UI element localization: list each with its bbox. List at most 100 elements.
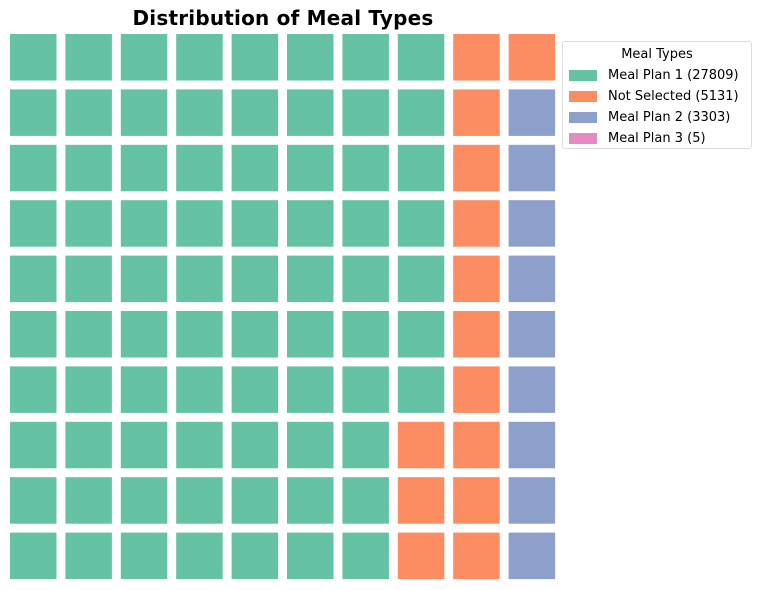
waffle-square-meal-plan-1 xyxy=(120,366,168,413)
waffle-square-meal-plan-1 xyxy=(10,532,57,580)
waffle-square-meal-plan-1 xyxy=(176,34,223,81)
waffle-square-not-selected xyxy=(397,477,445,524)
waffle-square-meal-plan-1 xyxy=(10,311,57,358)
waffle-square-meal-plan-1 xyxy=(287,34,334,81)
waffle-square-meal-plan-1 xyxy=(342,532,389,580)
waffle-square-meal-plan-1 xyxy=(120,34,168,81)
legend-label: Meal Plan 1 (27809) xyxy=(608,67,739,83)
waffle-square-meal-plan-1 xyxy=(10,477,57,524)
waffle-square-meal-plan-1 xyxy=(65,34,112,81)
waffle-square-meal-plan-1 xyxy=(65,89,112,136)
waffle-square-not-selected xyxy=(453,34,500,81)
waffle-square-meal-plan-1 xyxy=(231,255,279,303)
waffle-square-meal-plan-1 xyxy=(231,200,279,247)
waffle-square-meal-plan-1 xyxy=(287,144,334,192)
waffle-square-meal-plan-1 xyxy=(287,200,334,247)
waffle-square-meal-plan-1 xyxy=(287,311,334,358)
waffle-square-meal-plan-1 xyxy=(120,532,168,580)
waffle-square-meal-plan-1 xyxy=(287,477,334,524)
waffle-square-meal-plan-1 xyxy=(10,34,57,81)
waffle-square-meal-plan-1 xyxy=(176,421,223,469)
legend-label: Meal Plan 3 (5) xyxy=(608,130,706,146)
waffle-square-not-selected xyxy=(453,200,500,247)
waffle-square-meal-plan-1 xyxy=(231,532,279,580)
waffle-square-meal-plan-1 xyxy=(342,255,389,303)
waffle-square-meal-plan-1 xyxy=(397,89,445,136)
waffle-square-not-selected xyxy=(453,144,500,192)
waffle-square-meal-plan-1 xyxy=(176,311,223,358)
waffle-square-meal-plan-2 xyxy=(508,477,556,524)
waffle-square-meal-plan-1 xyxy=(342,144,389,192)
waffle-square-meal-plan-1 xyxy=(10,200,57,247)
waffle-square-meal-plan-1 xyxy=(176,532,223,580)
waffle-square-meal-plan-2 xyxy=(508,311,556,358)
waffle-square-meal-plan-1 xyxy=(397,144,445,192)
waffle-square-meal-plan-1 xyxy=(65,255,112,303)
waffle-square-meal-plan-1 xyxy=(342,89,389,136)
waffle-square-meal-plan-1 xyxy=(176,144,223,192)
waffle-square-meal-plan-1 xyxy=(120,144,168,192)
waffle-square-not-selected xyxy=(453,477,500,524)
legend-swatch xyxy=(569,69,597,81)
waffle-square-meal-plan-2 xyxy=(508,255,556,303)
waffle-square-meal-plan-1 xyxy=(65,311,112,358)
legend-entry-meal-plan-1: Meal Plan 1 (27809) xyxy=(569,66,739,84)
waffle-square-meal-plan-1 xyxy=(65,532,112,580)
waffle-square-meal-plan-2 xyxy=(508,366,556,413)
waffle-square-meal-plan-1 xyxy=(10,255,57,303)
waffle-square-not-selected xyxy=(453,311,500,358)
waffle-square-meal-plan-1 xyxy=(397,311,445,358)
waffle-square-meal-plan-1 xyxy=(176,255,223,303)
waffle-square-meal-plan-1 xyxy=(231,311,279,358)
legend-swatch xyxy=(569,111,597,123)
waffle-square-not-selected xyxy=(453,421,500,469)
waffle-square-meal-plan-1 xyxy=(65,200,112,247)
waffle-square-meal-plan-2 xyxy=(508,421,556,469)
waffle-square-meal-plan-1 xyxy=(287,366,334,413)
waffle-square-meal-plan-1 xyxy=(397,200,445,247)
waffle-square-meal-plan-1 xyxy=(65,144,112,192)
waffle-square-meal-plan-1 xyxy=(10,144,57,192)
waffle-square-meal-plan-1 xyxy=(120,477,168,524)
waffle-square-meal-plan-1 xyxy=(65,477,112,524)
legend-entry-meal-plan-2: Meal Plan 2 (3303) xyxy=(569,108,730,126)
waffle-square-meal-plan-1 xyxy=(231,144,279,192)
waffle-square-meal-plan-1 xyxy=(287,255,334,303)
waffle-square-meal-plan-1 xyxy=(397,255,445,303)
waffle-square-meal-plan-1 xyxy=(120,421,168,469)
waffle-square-meal-plan-1 xyxy=(287,532,334,580)
waffle-square-not-selected xyxy=(453,255,500,303)
waffle-square-meal-plan-1 xyxy=(176,89,223,136)
waffle-square-meal-plan-1 xyxy=(397,366,445,413)
waffle-square-not-selected xyxy=(508,34,556,81)
waffle-square-meal-plan-1 xyxy=(342,311,389,358)
waffle-square-not-selected xyxy=(397,421,445,469)
waffle-chart xyxy=(10,34,556,580)
waffle-square-meal-plan-1 xyxy=(120,311,168,358)
waffle-square-meal-plan-1 xyxy=(231,477,279,524)
waffle-square-not-selected xyxy=(397,532,445,580)
waffle-square-meal-plan-2 xyxy=(508,89,556,136)
legend: Meal Types Meal Plan 1 (27809) Not Selec… xyxy=(562,41,752,149)
waffle-square-meal-plan-1 xyxy=(342,477,389,524)
waffle-square-meal-plan-1 xyxy=(342,366,389,413)
waffle-square-meal-plan-1 xyxy=(342,34,389,81)
waffle-square-meal-plan-2 xyxy=(508,200,556,247)
waffle-square-not-selected xyxy=(453,366,500,413)
waffle-square-meal-plan-1 xyxy=(176,200,223,247)
legend-swatch xyxy=(569,90,597,102)
waffle-square-meal-plan-1 xyxy=(176,366,223,413)
waffle-square-meal-plan-1 xyxy=(397,34,445,81)
waffle-square-meal-plan-1 xyxy=(65,366,112,413)
legend-swatch xyxy=(569,132,597,144)
waffle-square-meal-plan-1 xyxy=(120,200,168,247)
waffle-square-meal-plan-1 xyxy=(287,89,334,136)
legend-title: Meal Types xyxy=(621,47,693,62)
legend-label: Not Selected (5131) xyxy=(608,88,739,104)
waffle-square-not-selected xyxy=(453,532,500,580)
waffle-square-not-selected xyxy=(453,89,500,136)
waffle-square-meal-plan-1 xyxy=(287,421,334,469)
waffle-square-meal-plan-1 xyxy=(120,89,168,136)
waffle-square-meal-plan-1 xyxy=(231,89,279,136)
chart-title: Distribution of Meal Types xyxy=(132,6,434,30)
